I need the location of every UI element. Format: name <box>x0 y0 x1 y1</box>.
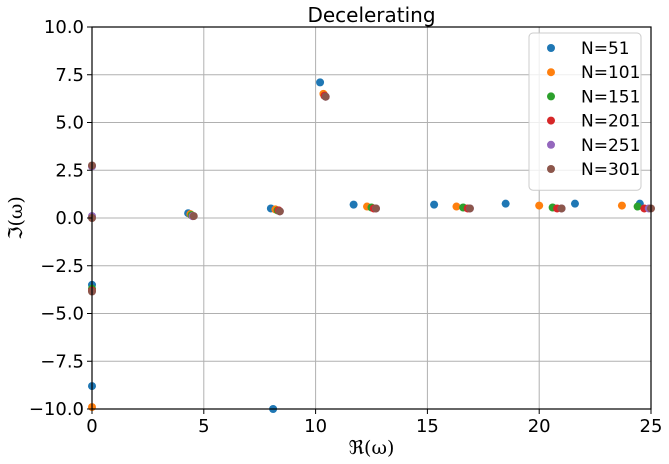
y-tick-label: −10.0 <box>29 399 84 420</box>
data-point <box>452 202 461 211</box>
data-point <box>430 200 439 209</box>
y-tick-label: 7.5 <box>55 65 84 86</box>
legend-label: N=101 <box>581 63 640 83</box>
axis-ticks: 0 5 10 15 20 25 −10.0 −7.5 −5.0 −2.5 0.0 2.5 5.0 7.5 1… <box>29 17 663 437</box>
legend-marker <box>547 140 555 149</box>
legend-label: N=301 <box>581 160 640 180</box>
y-tick-label: −2.5 <box>40 256 84 277</box>
legend: N=51 N=101 N=151 N=201 N=251 N=301 <box>528 32 642 191</box>
y-tick-label: 0.0 <box>55 208 84 229</box>
data-point <box>316 78 325 87</box>
legend-marker <box>547 165 555 173</box>
y-tick-label: −7.5 <box>40 351 84 372</box>
x-tick-label: 20 <box>528 416 551 437</box>
data-point <box>557 204 566 213</box>
x-axis-label: ℜ(ω) <box>349 437 395 459</box>
data-point <box>617 201 626 210</box>
legend-marker <box>547 116 555 125</box>
legend-label: N=251 <box>581 136 640 156</box>
x-tick-label: 0 <box>86 416 97 437</box>
y-tick-label: 2.5 <box>55 160 84 181</box>
data-point <box>321 92 330 101</box>
y-axis-label: ℑ(ω) <box>5 196 27 240</box>
data-point <box>501 199 510 208</box>
data-point <box>633 202 642 211</box>
legend-label: N=201 <box>581 112 640 132</box>
data-point <box>570 199 579 208</box>
data-point <box>275 207 284 216</box>
data-point <box>349 200 358 209</box>
x-tick-label: 10 <box>304 416 327 437</box>
legend-box <box>528 32 642 191</box>
x-tick-label: 5 <box>198 416 209 437</box>
data-point <box>189 212 198 221</box>
chart-title: Decelerating <box>307 3 435 27</box>
legend-marker <box>547 68 555 77</box>
data-point <box>371 204 380 213</box>
y-tick-label: 5.0 <box>55 113 84 134</box>
y-tick-label: −5.0 <box>40 304 84 325</box>
data-point <box>465 204 474 213</box>
x-tick-label: 15 <box>416 416 439 437</box>
legend-marker <box>547 92 555 101</box>
legend-marker <box>547 44 555 52</box>
legend-label: N=151 <box>581 87 640 107</box>
y-tick-label: 10.0 <box>44 17 84 38</box>
legend-label: N=51 <box>581 39 630 59</box>
x-tick-label: 25 <box>640 416 663 437</box>
data-point <box>535 201 544 210</box>
